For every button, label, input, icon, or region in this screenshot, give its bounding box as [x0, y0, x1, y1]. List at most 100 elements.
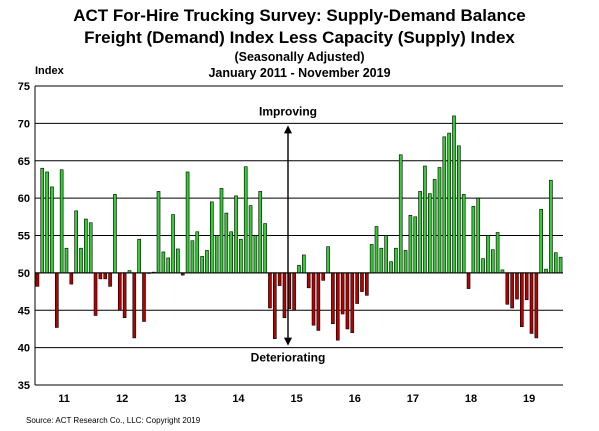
bar	[476, 197, 481, 274]
bar	[200, 256, 204, 274]
bar	[427, 193, 432, 274]
chart-subtitle-2: (Seasonally Adjusted)	[234, 50, 365, 64]
x-tick-label: 11	[58, 393, 70, 405]
bar	[471, 206, 476, 274]
bar	[185, 171, 190, 274]
y-tick-label: 35	[18, 380, 30, 392]
axes: 35 40 45 50 55 60 65 70 75 11 12 13 14 15 16 17 18 19	[18, 81, 563, 405]
annotation-label-bg	[246, 352, 330, 366]
bar	[350, 272, 355, 333]
bar	[365, 272, 369, 296]
x-tick-label: 19	[523, 393, 535, 405]
bar	[243, 166, 248, 274]
bar	[369, 244, 374, 274]
bar	[113, 194, 117, 274]
bar	[224, 212, 229, 274]
bar	[103, 272, 108, 280]
bar	[549, 179, 553, 274]
chart-subtitle-3: January 2011 - November 2019	[208, 66, 391, 80]
bar	[553, 252, 558, 274]
annotation: Improving Deteriorating	[246, 104, 330, 366]
bar	[524, 272, 529, 301]
bar	[340, 272, 345, 315]
bar	[258, 191, 263, 274]
y-tick-label: 65	[18, 156, 30, 168]
bar	[190, 240, 195, 274]
bar	[360, 272, 364, 292]
bar	[403, 250, 408, 274]
bar	[277, 272, 282, 286]
bar	[166, 257, 171, 274]
y-tick-label: 70	[18, 118, 30, 130]
bar	[389, 261, 393, 274]
bar	[558, 256, 563, 274]
bar	[219, 188, 224, 274]
bar	[79, 247, 83, 274]
bar	[306, 272, 311, 289]
x-tick-label: 12	[116, 393, 128, 405]
bar	[321, 272, 326, 281]
source-note: Source: ACT Research Co., LLC: Copyright…	[26, 416, 201, 425]
bar	[544, 268, 548, 274]
bar	[234, 195, 238, 274]
y-tick-label: 75	[18, 81, 30, 93]
bar	[379, 247, 384, 274]
bar	[447, 132, 451, 274]
bar	[117, 272, 122, 311]
y-axis-label: Index	[35, 65, 64, 77]
arrow-up-icon	[284, 125, 292, 134]
x-tick-label: 16	[349, 393, 361, 405]
bar	[486, 235, 490, 274]
bar	[93, 272, 98, 316]
bar	[490, 249, 495, 274]
bar	[398, 154, 403, 274]
bar	[510, 272, 514, 309]
bar	[50, 186, 54, 274]
bar	[292, 272, 296, 311]
bar	[432, 179, 437, 274]
chart-subtitle-1: Freight (Demand) Index Less Capacity (Su…	[84, 28, 515, 47]
x-tick-label: 14	[232, 393, 245, 405]
bar	[413, 216, 418, 274]
y-tick-label: 40	[18, 343, 30, 355]
bar	[132, 272, 137, 339]
y-tick-label: 55	[18, 231, 30, 243]
bar	[302, 254, 306, 274]
bar	[345, 272, 350, 330]
bar	[35, 272, 40, 287]
bar	[297, 265, 301, 274]
bar	[195, 231, 200, 274]
y-tick-label: 50	[18, 268, 30, 280]
bar	[253, 235, 258, 274]
bar	[122, 272, 127, 319]
bar	[384, 235, 388, 274]
bar	[408, 215, 413, 274]
annotation-label-bg	[257, 106, 319, 120]
bar	[98, 272, 103, 280]
bar	[171, 214, 175, 274]
bar	[88, 222, 93, 274]
bars	[35, 115, 563, 341]
bar	[423, 165, 427, 274]
bar	[59, 169, 64, 274]
bar	[481, 258, 485, 274]
bar	[210, 201, 214, 274]
x-tick-label: 17	[407, 393, 419, 405]
bar	[64, 247, 69, 274]
bar	[539, 209, 544, 274]
bar	[495, 232, 500, 274]
bar	[84, 218, 88, 274]
annotation-improving: Improving	[259, 104, 317, 118]
bar	[437, 167, 442, 274]
bar	[515, 272, 519, 300]
x-tick-label: 15	[290, 393, 302, 405]
y-tick-label: 60	[18, 193, 30, 205]
bar	[161, 251, 166, 274]
arrow-down-icon	[284, 337, 292, 346]
bar	[74, 210, 78, 274]
bar	[69, 272, 74, 285]
bar	[40, 167, 45, 274]
bar	[316, 272, 321, 331]
bar	[45, 171, 49, 274]
